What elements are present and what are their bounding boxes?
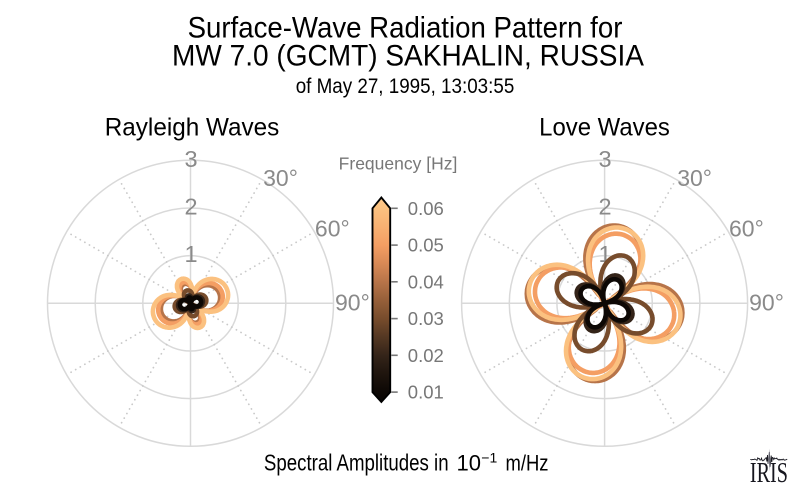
svg-text:90°: 90°	[749, 289, 784, 315]
svg-text:3: 3	[599, 146, 612, 172]
svg-text:3: 3	[184, 146, 197, 172]
svg-text:2: 2	[599, 194, 612, 220]
svg-text:10: 10	[457, 450, 481, 475]
svg-text:Frequency [Hz]: Frequency [Hz]	[339, 153, 458, 173]
svg-text:0.04: 0.04	[408, 271, 444, 292]
svg-text:60°: 60°	[315, 216, 350, 242]
svg-text:Spectral Amplitudes in: Spectral Amplitudes in	[264, 449, 449, 475]
svg-text:0.03: 0.03	[408, 308, 444, 329]
svg-text:of May 27, 1995, 13:03:55: of May 27, 1995, 13:03:55	[296, 75, 515, 98]
svg-text:30°: 30°	[263, 165, 298, 191]
svg-text:Love Waves: Love Waves	[539, 114, 670, 142]
svg-text:0.02: 0.02	[408, 345, 444, 366]
svg-text:2: 2	[184, 194, 197, 220]
svg-text:0.01: 0.01	[408, 382, 444, 403]
svg-text:−1: −1	[481, 449, 497, 465]
svg-text:Surface-Wave Radiation Pattern: Surface-Wave Radiation Pattern for	[188, 12, 623, 45]
svg-text:0.06: 0.06	[408, 198, 444, 219]
svg-text:60°: 60°	[729, 216, 764, 242]
svg-text:1: 1	[184, 241, 197, 267]
svg-text:90°: 90°	[335, 289, 370, 315]
svg-text:MW 7.0 (GCMT) SAKHALIN, RUSSIA: MW 7.0 (GCMT) SAKHALIN, RUSSIA	[172, 40, 644, 73]
svg-text:m/Hz: m/Hz	[506, 450, 549, 475]
svg-text:30°: 30°	[677, 165, 712, 191]
svg-text:IRIS: IRIS	[750, 458, 788, 489]
svg-text:Rayleigh Waves: Rayleigh Waves	[105, 114, 280, 142]
svg-text:0.05: 0.05	[408, 235, 444, 256]
